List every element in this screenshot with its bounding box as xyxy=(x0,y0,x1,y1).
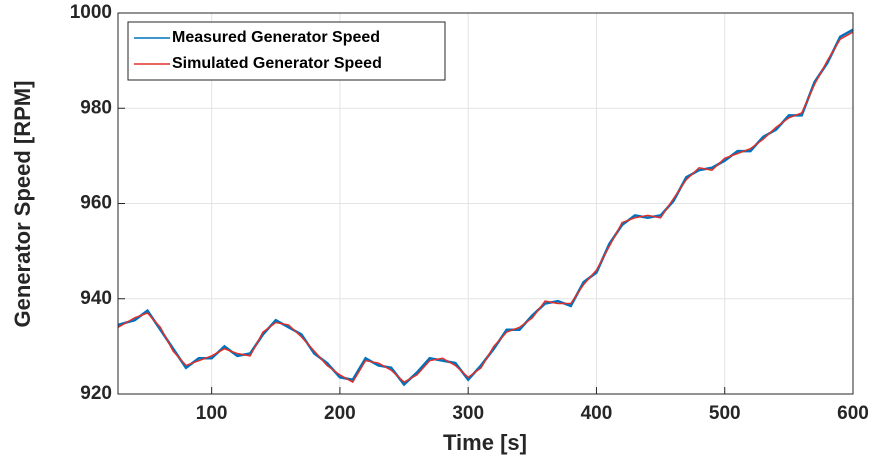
x-axis-label: Time [s] xyxy=(443,430,527,455)
series-line xyxy=(117,31,854,384)
legend-label: Simulated Generator Speed xyxy=(172,55,382,72)
x-tick-label: 200 xyxy=(324,403,356,424)
x-tick-label: 400 xyxy=(581,403,613,424)
legend-label: Measured Generator Speed xyxy=(172,29,380,46)
y-tick-label: 920 xyxy=(80,383,112,404)
y-tick-label: 1000 xyxy=(70,2,112,23)
legend-box xyxy=(127,21,446,81)
x-tick-label: 500 xyxy=(709,403,741,424)
x-tick-label: 600 xyxy=(837,403,869,424)
axes-box xyxy=(117,12,854,395)
y-tick-label: 940 xyxy=(80,288,112,309)
x-tick-label: 100 xyxy=(196,403,228,424)
x-tick-label: 300 xyxy=(452,403,484,424)
y-tick-label: 960 xyxy=(80,193,112,214)
y-axis-label: Generator Speed [RPM] xyxy=(10,81,35,328)
y-tick-label: 980 xyxy=(80,97,112,118)
